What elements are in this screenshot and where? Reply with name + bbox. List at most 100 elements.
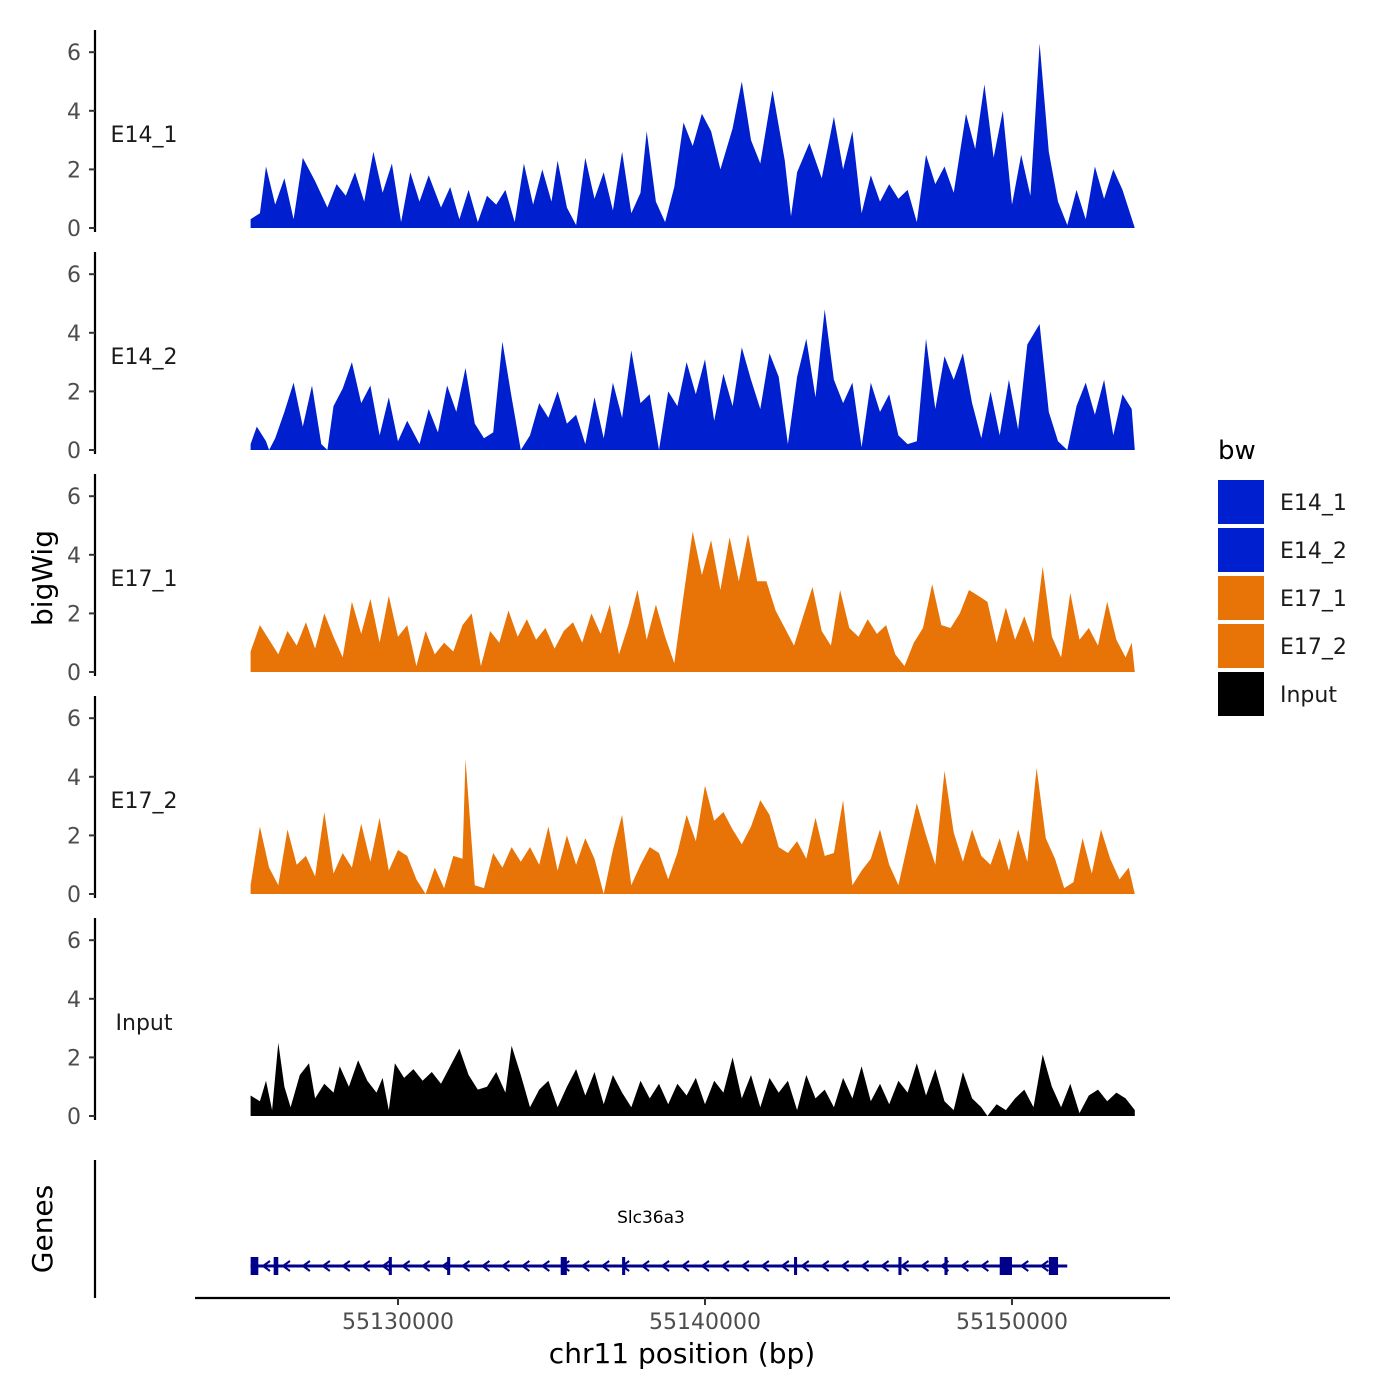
strand-arrow: [879, 1260, 890, 1272]
legend-swatch: [1218, 528, 1264, 572]
legend-label: Input: [1280, 683, 1337, 708]
gene-exon: [250, 1257, 259, 1275]
legend-swatch: [1218, 672, 1264, 716]
gene-panel: Genes Slc36a3: [26, 1160, 1068, 1298]
gene-exon: [273, 1257, 279, 1275]
strand-arrow: [660, 1260, 670, 1272]
coverage-area: [250, 43, 1135, 229]
y-tick-label: 0: [67, 1105, 81, 1130]
y-tick-label: 0: [67, 439, 81, 464]
y-tick-label: 0: [67, 217, 81, 242]
strand-arrow: [899, 1260, 910, 1272]
y-tick-label: 2: [67, 1046, 81, 1071]
y-tick-label: 6: [67, 485, 81, 510]
legend-item: Input: [1218, 672, 1337, 716]
track-label: E14_2: [111, 345, 178, 370]
gene-exon: [447, 1257, 451, 1275]
gene-exon: [944, 1257, 948, 1275]
coverage-area: [250, 309, 1135, 450]
tracks-layer: 0 2 4 6 E14_1 0 2 4 6 E14_2 0 2 4 6 E17_1 0 2 4 6 E17_2 0 2 4 6…: [67, 30, 1135, 1130]
track-e14-1: 0 2 4 6 E14_1: [67, 30, 1135, 242]
y-tick-label: 4: [67, 766, 81, 791]
legend-title: bw: [1218, 436, 1256, 466]
gene-exon: [999, 1257, 1012, 1275]
strand-arrow: [1019, 1260, 1029, 1272]
x-tick-label: 55130000: [342, 1310, 454, 1335]
y-tick-label: 4: [67, 322, 81, 347]
track-label: E17_1: [111, 567, 178, 592]
strand-arrow: [979, 1260, 989, 1272]
y-tick-label: 6: [67, 929, 81, 954]
y-tick-label: 6: [67, 263, 81, 288]
strand-arrow: [580, 1260, 590, 1272]
x-axis: 55130000 55140000 55150000 chr11 position …: [195, 1296, 1170, 1370]
x-tick-label: 55150000: [956, 1310, 1068, 1335]
strand-arrow: [380, 1260, 391, 1272]
strand-arrow: [600, 1260, 610, 1272]
y-tick-label: 6: [67, 41, 81, 66]
y-tick-label: 4: [67, 100, 81, 125]
gene-label: Slc36a3: [617, 1208, 685, 1228]
gene-exon: [622, 1257, 626, 1275]
strand-arrow: [341, 1260, 351, 1272]
gene-exon: [388, 1257, 392, 1275]
strand-arrow: [800, 1260, 810, 1272]
track-e17-1: 0 2 4 6 E17_1: [67, 474, 1135, 686]
y-tick-label: 2: [67, 380, 81, 405]
strand-arrow: [919, 1260, 930, 1272]
coverage-area: [250, 531, 1135, 672]
legend-item: E17_1: [1218, 576, 1347, 620]
y-axis-title: bigWig: [26, 530, 59, 626]
strand-arrow: [760, 1260, 770, 1272]
track-input: 0 2 4 6 Input: [67, 918, 1135, 1130]
track-label: E14_1: [111, 123, 178, 148]
legend-swatch: [1218, 576, 1264, 620]
x-axis-title: chr11 position (bp): [549, 1337, 815, 1370]
strand-arrow: [321, 1260, 331, 1272]
strand-arrow: [700, 1260, 710, 1272]
strand-arrow: [959, 1260, 969, 1272]
legend-swatch: [1218, 624, 1264, 668]
strand-arrow: [540, 1260, 550, 1272]
legend-label: E17_1: [1280, 587, 1347, 612]
track-label: E17_2: [111, 789, 178, 814]
strand-arrow: [361, 1260, 371, 1272]
y-tick-label: 2: [67, 158, 81, 183]
coverage-area: [250, 759, 1135, 894]
strand-arrow: [820, 1260, 830, 1272]
legend-item: E14_2: [1218, 528, 1347, 572]
y-tick-label: 4: [67, 988, 81, 1013]
legend-items: E14_1 E14_2 E17_1 E17_2 Input: [1218, 480, 1347, 716]
y-tick-label: 6: [67, 707, 81, 732]
coverage-area: [250, 1042, 1135, 1116]
legend-swatch: [1218, 480, 1264, 524]
gene-panel-title: Genes: [26, 1185, 59, 1273]
legend-item: E14_1: [1218, 480, 1347, 524]
strand-arrow: [640, 1260, 650, 1272]
strand-arrow: [261, 1260, 271, 1272]
strand-arrow: [500, 1260, 511, 1272]
strand-arrow: [740, 1260, 750, 1272]
y-tick-label: 0: [67, 883, 81, 908]
strand-arrow: [839, 1260, 850, 1272]
y-tick-label: 2: [67, 824, 81, 849]
gene-exon: [794, 1257, 798, 1275]
strand-arrow: [460, 1260, 471, 1272]
legend-item: E17_2: [1218, 624, 1347, 668]
legend-label: E14_2: [1280, 539, 1347, 564]
y-tick-label: 4: [67, 544, 81, 569]
x-tick-label: 55140000: [649, 1310, 761, 1335]
gene-model: [250, 1257, 1068, 1275]
gene-exon: [1048, 1257, 1059, 1275]
legend: bw E14_1 E14_2 E17_1 E17_2 Input: [1218, 436, 1347, 716]
strand-arrow: [780, 1260, 790, 1272]
strand-arrow: [480, 1260, 491, 1272]
strand-arrow: [1039, 1260, 1049, 1272]
y-tick-label: 2: [67, 602, 81, 627]
track-e14-2: 0 2 4 6 E14_2: [67, 252, 1135, 464]
strand-arrow: [281, 1260, 291, 1272]
track-label: Input: [116, 1011, 173, 1036]
legend-label: E14_1: [1280, 491, 1347, 516]
strand-arrow: [301, 1260, 311, 1272]
